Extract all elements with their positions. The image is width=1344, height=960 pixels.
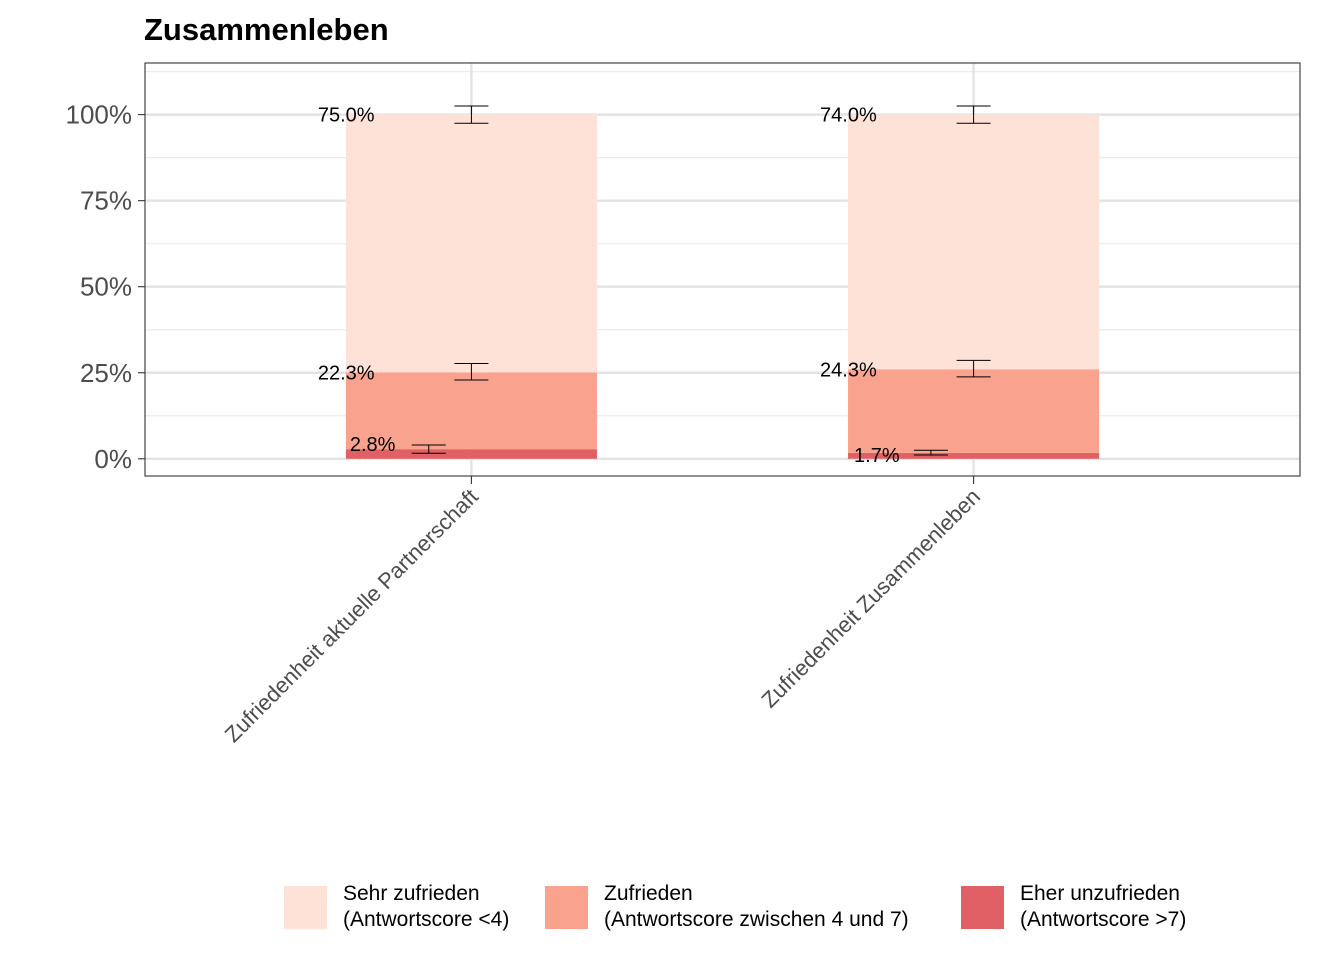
data-label-zufrieden: 22.3% [318, 362, 375, 384]
data-label-eher-unzufrieden: 1.7% [854, 445, 900, 467]
x-axis: Zufriedenheit aktuelle Partnerschaft Zufr… [220, 476, 985, 747]
bar-eher-unzufrieden [345, 449, 597, 459]
data-label-sehr-zufrieden: 74.0% [820, 105, 877, 127]
y-tick-label: 100% [66, 100, 133, 130]
data-label-zufrieden: 24.3% [820, 359, 877, 381]
data-labels: 2.8% 22.3% 75.0% 1.7% 24.3% 74.0% [318, 104, 900, 467]
x-tick-label: Zufriedenheit Zusammenleben [756, 484, 985, 713]
data-label-eher-unzufrieden: 2.8% [350, 434, 396, 456]
legend-label-zufrieden: Zufrieden (Antwortscore zwischen 4 und 7… [604, 881, 909, 933]
legend-key-sehr-zufrieden [284, 886, 327, 929]
bar-zufrieden [848, 369, 1100, 453]
plot-border [144, 62, 1301, 477]
y-tick-label: 0% [94, 444, 132, 474]
legend: Sehr zufrieden (Antwortscore <4) Zufried… [0, 878, 1344, 948]
legend-label-line1: Eher unzufrieden [1020, 882, 1180, 905]
chart-title: Zusammenleben [144, 12, 389, 47]
bar-eher-unzufrieden [848, 452, 1100, 459]
plot-background [145, 63, 1300, 476]
legend-label-line2: (Antwortscore <4) [343, 908, 510, 931]
y-axis: 0% 25% 50% 75% 100% [66, 100, 145, 474]
y-tick-label: 75% [80, 186, 132, 216]
legend-label-line1: Zufrieden [604, 882, 693, 905]
chart: Zusammenleben 2.8% 22.3% 75.0% 1.7% 24.3% 74.… [66, 12, 1301, 747]
legend-label-line2: (Antwortscore >7) [1020, 908, 1187, 931]
bar-sehr-zufrieden [848, 114, 1100, 370]
legend-label-line1: Sehr zufrieden [343, 882, 480, 905]
bar-sehr-zufrieden [345, 114, 597, 373]
y-tick-label: 50% [80, 272, 132, 302]
error-bars [411, 105, 991, 456]
x-tick-label: Zufriedenheit aktuelle Partnerschaft [220, 484, 483, 747]
legend-label-sehr-zufrieden: Sehr zufrieden (Antwortscore <4) [343, 881, 509, 933]
legend-key-eher-unzufrieden [961, 886, 1004, 929]
legend-key-zufrieden [545, 886, 588, 929]
bars [345, 114, 1100, 459]
y-tick-label: 25% [80, 358, 132, 388]
bar-zufrieden [345, 372, 597, 450]
legend-label-line2: (Antwortscore zwischen 4 und 7) [604, 908, 909, 931]
legend-label-eher-unzufrieden: Eher unzufrieden (Antwortscore >7) [1020, 881, 1186, 933]
data-label-sehr-zufrieden: 75.0% [318, 104, 375, 126]
